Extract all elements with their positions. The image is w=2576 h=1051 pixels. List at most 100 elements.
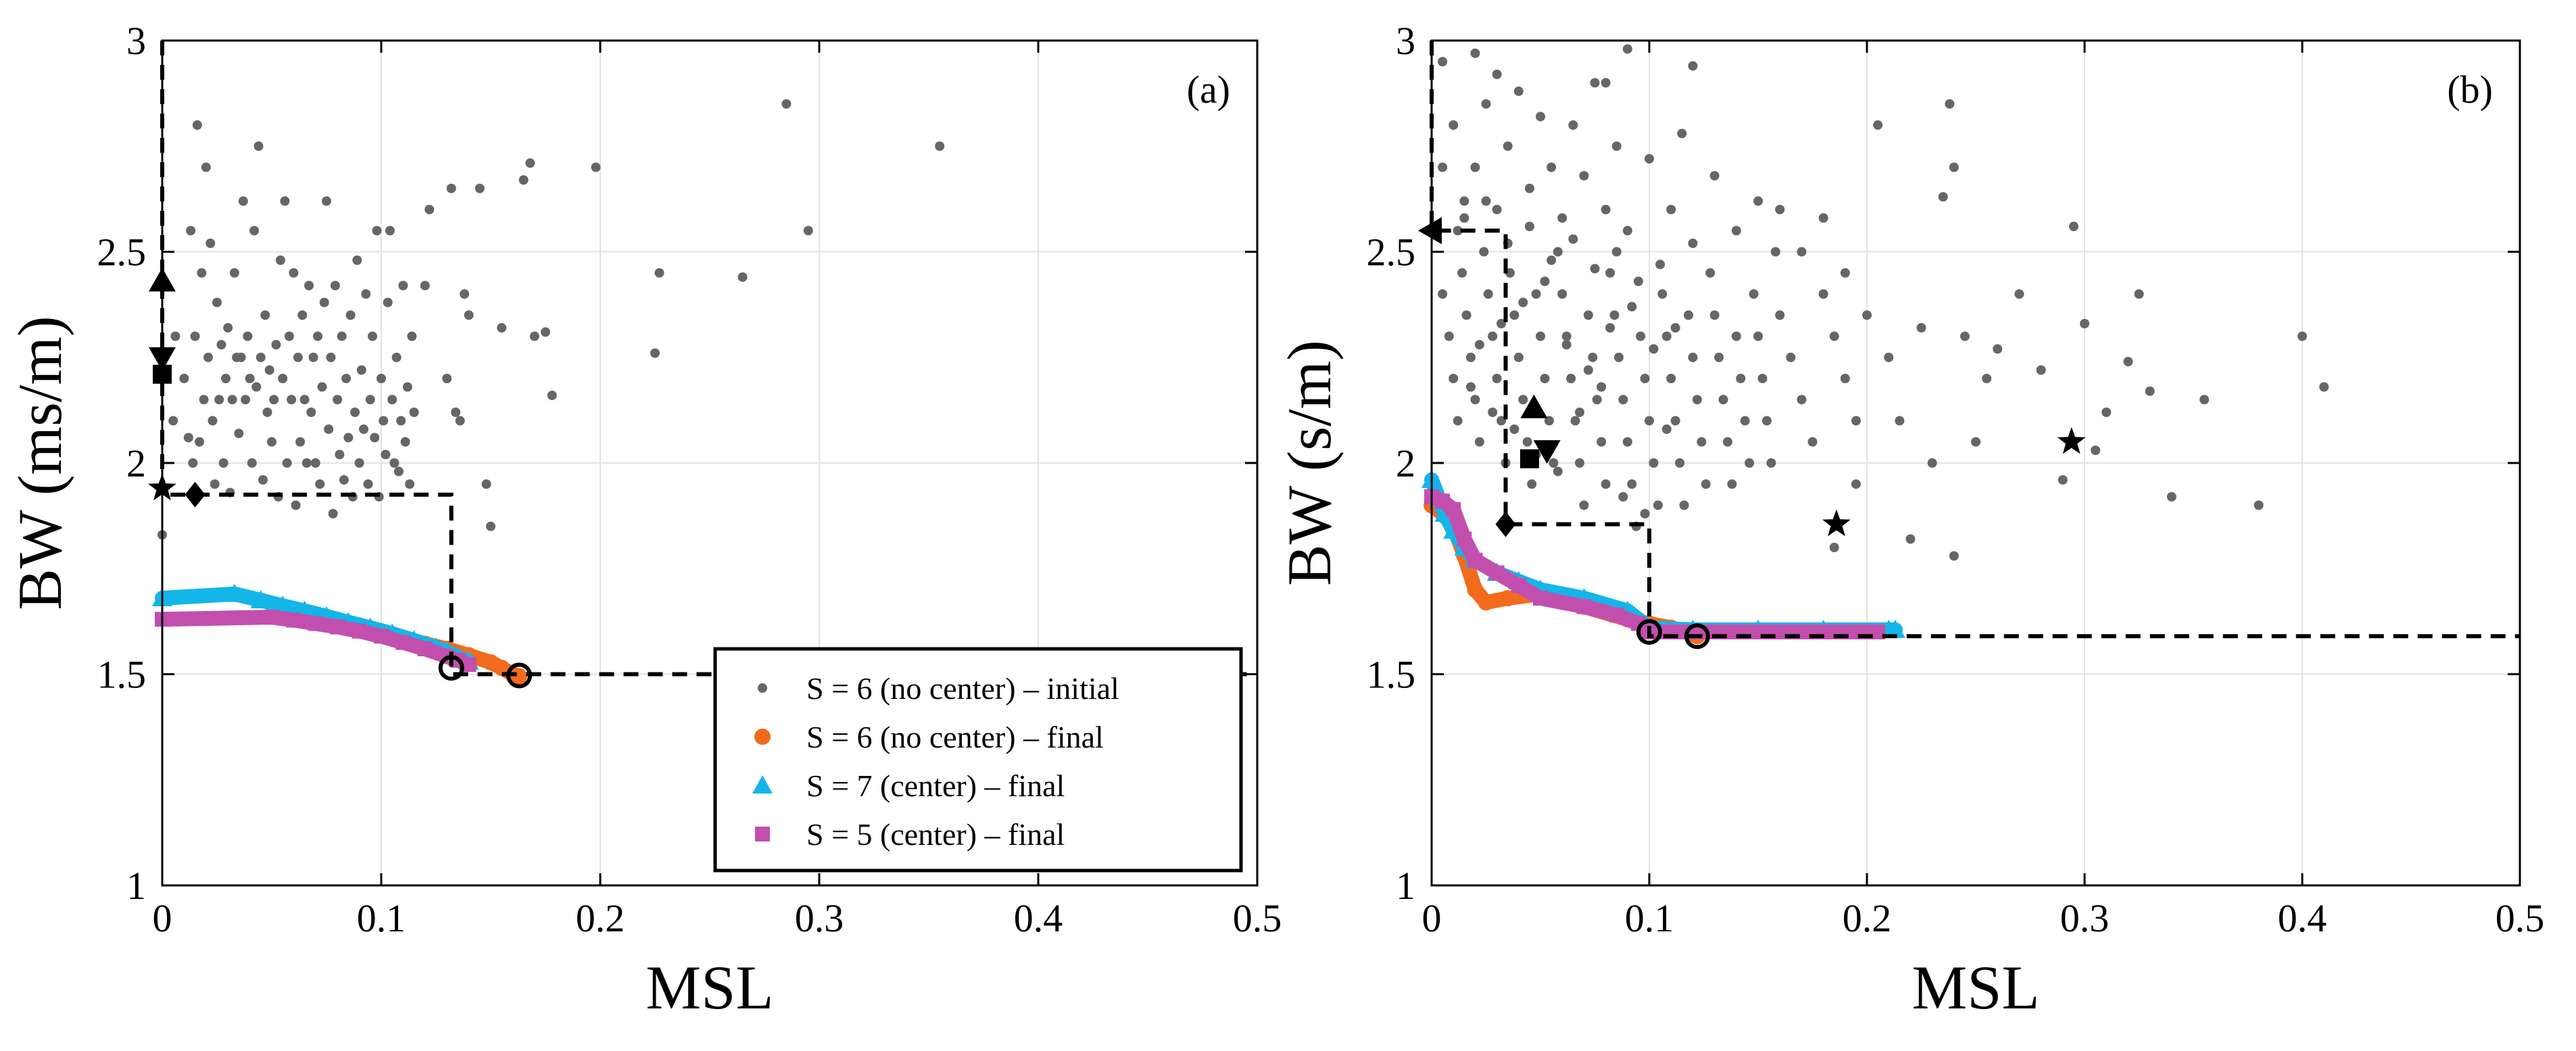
data-point — [1945, 99, 1955, 109]
data-point — [1993, 344, 2003, 354]
data-point — [345, 310, 356, 320]
data-point — [1731, 331, 1741, 341]
special-marker-triangle-down — [1533, 440, 1561, 464]
data-point — [1731, 226, 1741, 236]
data-point — [2058, 475, 2068, 485]
data-point — [238, 196, 248, 206]
data-point — [1862, 310, 1872, 320]
data-point — [1568, 120, 1578, 130]
data-point — [1829, 543, 1839, 552]
x-tick-label: 0 — [1422, 896, 1442, 940]
data-point — [210, 479, 220, 489]
data-point — [1481, 99, 1491, 109]
data-point — [330, 280, 340, 291]
data-point — [2134, 289, 2144, 299]
y-tick-label: 1.5 — [97, 653, 147, 697]
data-point — [1653, 500, 1663, 510]
data-point — [1474, 437, 1484, 447]
data-point — [1851, 416, 1861, 426]
data-point — [212, 297, 222, 308]
data-point — [271, 340, 281, 349]
legend-marker-circle — [754, 729, 771, 745]
data-point — [293, 352, 303, 362]
data-point — [1960, 331, 1970, 341]
data-point — [343, 433, 354, 443]
data-point — [1609, 310, 1620, 320]
legend-entry-label: S = 6 (no center) – initial — [806, 671, 1119, 706]
special-marker-star — [1822, 509, 1851, 537]
data-point — [497, 323, 507, 333]
data-point — [186, 226, 196, 236]
data-point — [1579, 171, 1589, 180]
data-point — [1509, 424, 1520, 434]
data-point — [1509, 310, 1520, 320]
data-point — [2145, 386, 2155, 396]
data-point — [1618, 492, 1628, 502]
data-point — [1583, 310, 1593, 320]
data-point — [2200, 395, 2210, 405]
data-point — [1540, 276, 1550, 287]
data-point — [251, 382, 262, 392]
data-point — [1566, 374, 1576, 383]
data-point — [1465, 382, 1476, 392]
data-point — [409, 408, 419, 417]
special-marker-circle-open — [1636, 619, 1662, 645]
data-point — [284, 331, 294, 341]
special-marker-diamond — [185, 481, 205, 508]
data-point — [1488, 331, 1498, 341]
data-point — [464, 310, 474, 320]
data-point — [1709, 171, 1720, 180]
x-tick-label: 0.5 — [2496, 896, 2545, 940]
data-point — [256, 352, 266, 362]
data-point — [1601, 78, 1611, 88]
data-point — [1633, 276, 1643, 287]
legend-entry-label: S = 7 (center) – final — [806, 768, 1065, 803]
data-point — [1649, 458, 1659, 468]
data-point — [262, 408, 272, 417]
x-tick-label: 0.5 — [1233, 896, 1282, 940]
data-point — [1579, 500, 1589, 510]
data-point — [405, 479, 415, 489]
data-point — [1605, 268, 1615, 278]
legend-marker-triangle — [752, 775, 773, 793]
data-point — [1736, 374, 1746, 383]
data-point — [313, 331, 323, 341]
special-marker-star — [2057, 426, 2086, 454]
data-point — [363, 479, 373, 489]
data-point — [1840, 268, 1850, 278]
data-point — [455, 416, 465, 426]
data-point — [1488, 408, 1498, 417]
data-point — [289, 268, 299, 278]
data-point — [234, 429, 244, 439]
data-point — [1840, 374, 1850, 383]
data-point — [387, 395, 397, 405]
data-point — [1518, 395, 1528, 405]
data-point — [1622, 226, 1632, 236]
data-point — [337, 331, 347, 341]
data-point — [1438, 162, 1448, 172]
data-point — [264, 365, 274, 375]
data-point — [199, 395, 209, 405]
data-point — [278, 374, 288, 383]
data-point — [190, 331, 200, 341]
data-point — [1649, 344, 1659, 354]
data-point — [195, 437, 205, 447]
data-point — [203, 352, 214, 362]
data-point — [324, 424, 334, 434]
data-point — [168, 416, 178, 426]
data-point — [1645, 154, 1654, 164]
data-point — [1574, 408, 1584, 417]
data-point — [460, 289, 470, 299]
data-point — [376, 374, 386, 383]
data-point — [1601, 205, 1611, 214]
x-tick-label: 0.1 — [1625, 896, 1674, 940]
data-point — [370, 433, 380, 443]
data-point — [299, 395, 310, 405]
data-point — [1459, 213, 1469, 223]
data-point — [1727, 479, 1737, 489]
special-marker-triangle-left — [1418, 217, 1442, 245]
y-tick-label: 1.5 — [1367, 653, 1416, 697]
data-point — [1797, 247, 1807, 257]
x-tick-label: 0 — [153, 896, 172, 940]
data-point — [359, 424, 369, 434]
